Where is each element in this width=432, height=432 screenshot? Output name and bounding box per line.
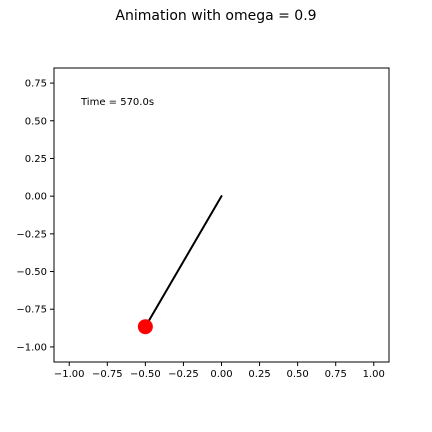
x-tick-label: 1.00 (363, 369, 385, 380)
time-annotation: Time = 570.0s (80, 97, 154, 108)
y-tick-label: 0.50 (25, 116, 47, 127)
x-tick-label: −1.00 (54, 369, 85, 380)
y-tick-label: 0.75 (25, 79, 47, 90)
y-tick-label: −0.75 (16, 305, 47, 316)
y-tick-label: −0.50 (16, 267, 47, 278)
x-tick-label: 0.00 (210, 369, 232, 380)
y-tick-label: −1.00 (16, 342, 47, 353)
y-tick-label: 0.25 (25, 154, 47, 165)
x-tick-label: −0.50 (130, 369, 161, 380)
pendulum-rod (144, 195, 223, 328)
y-tick-label: −0.25 (16, 229, 47, 240)
x-tick-label: 0.25 (248, 369, 270, 380)
x-tick-label: 0.50 (287, 369, 309, 380)
y-tick-label: 0.00 (25, 192, 47, 203)
plot-axes: −1.00 −0.75 −0.50 −0.25 0.00 0.25 0.50 0.75 1.00… (16, 67, 390, 380)
x-tick-label: −0.25 (168, 369, 199, 380)
x-tick-label: −0.75 (92, 369, 123, 380)
x-tick-label: 0.75 (325, 369, 347, 380)
plot-data (137, 195, 223, 335)
pendulum-bob (137, 319, 153, 335)
chart-title: Animation with omega = 0.9 (115, 8, 316, 24)
